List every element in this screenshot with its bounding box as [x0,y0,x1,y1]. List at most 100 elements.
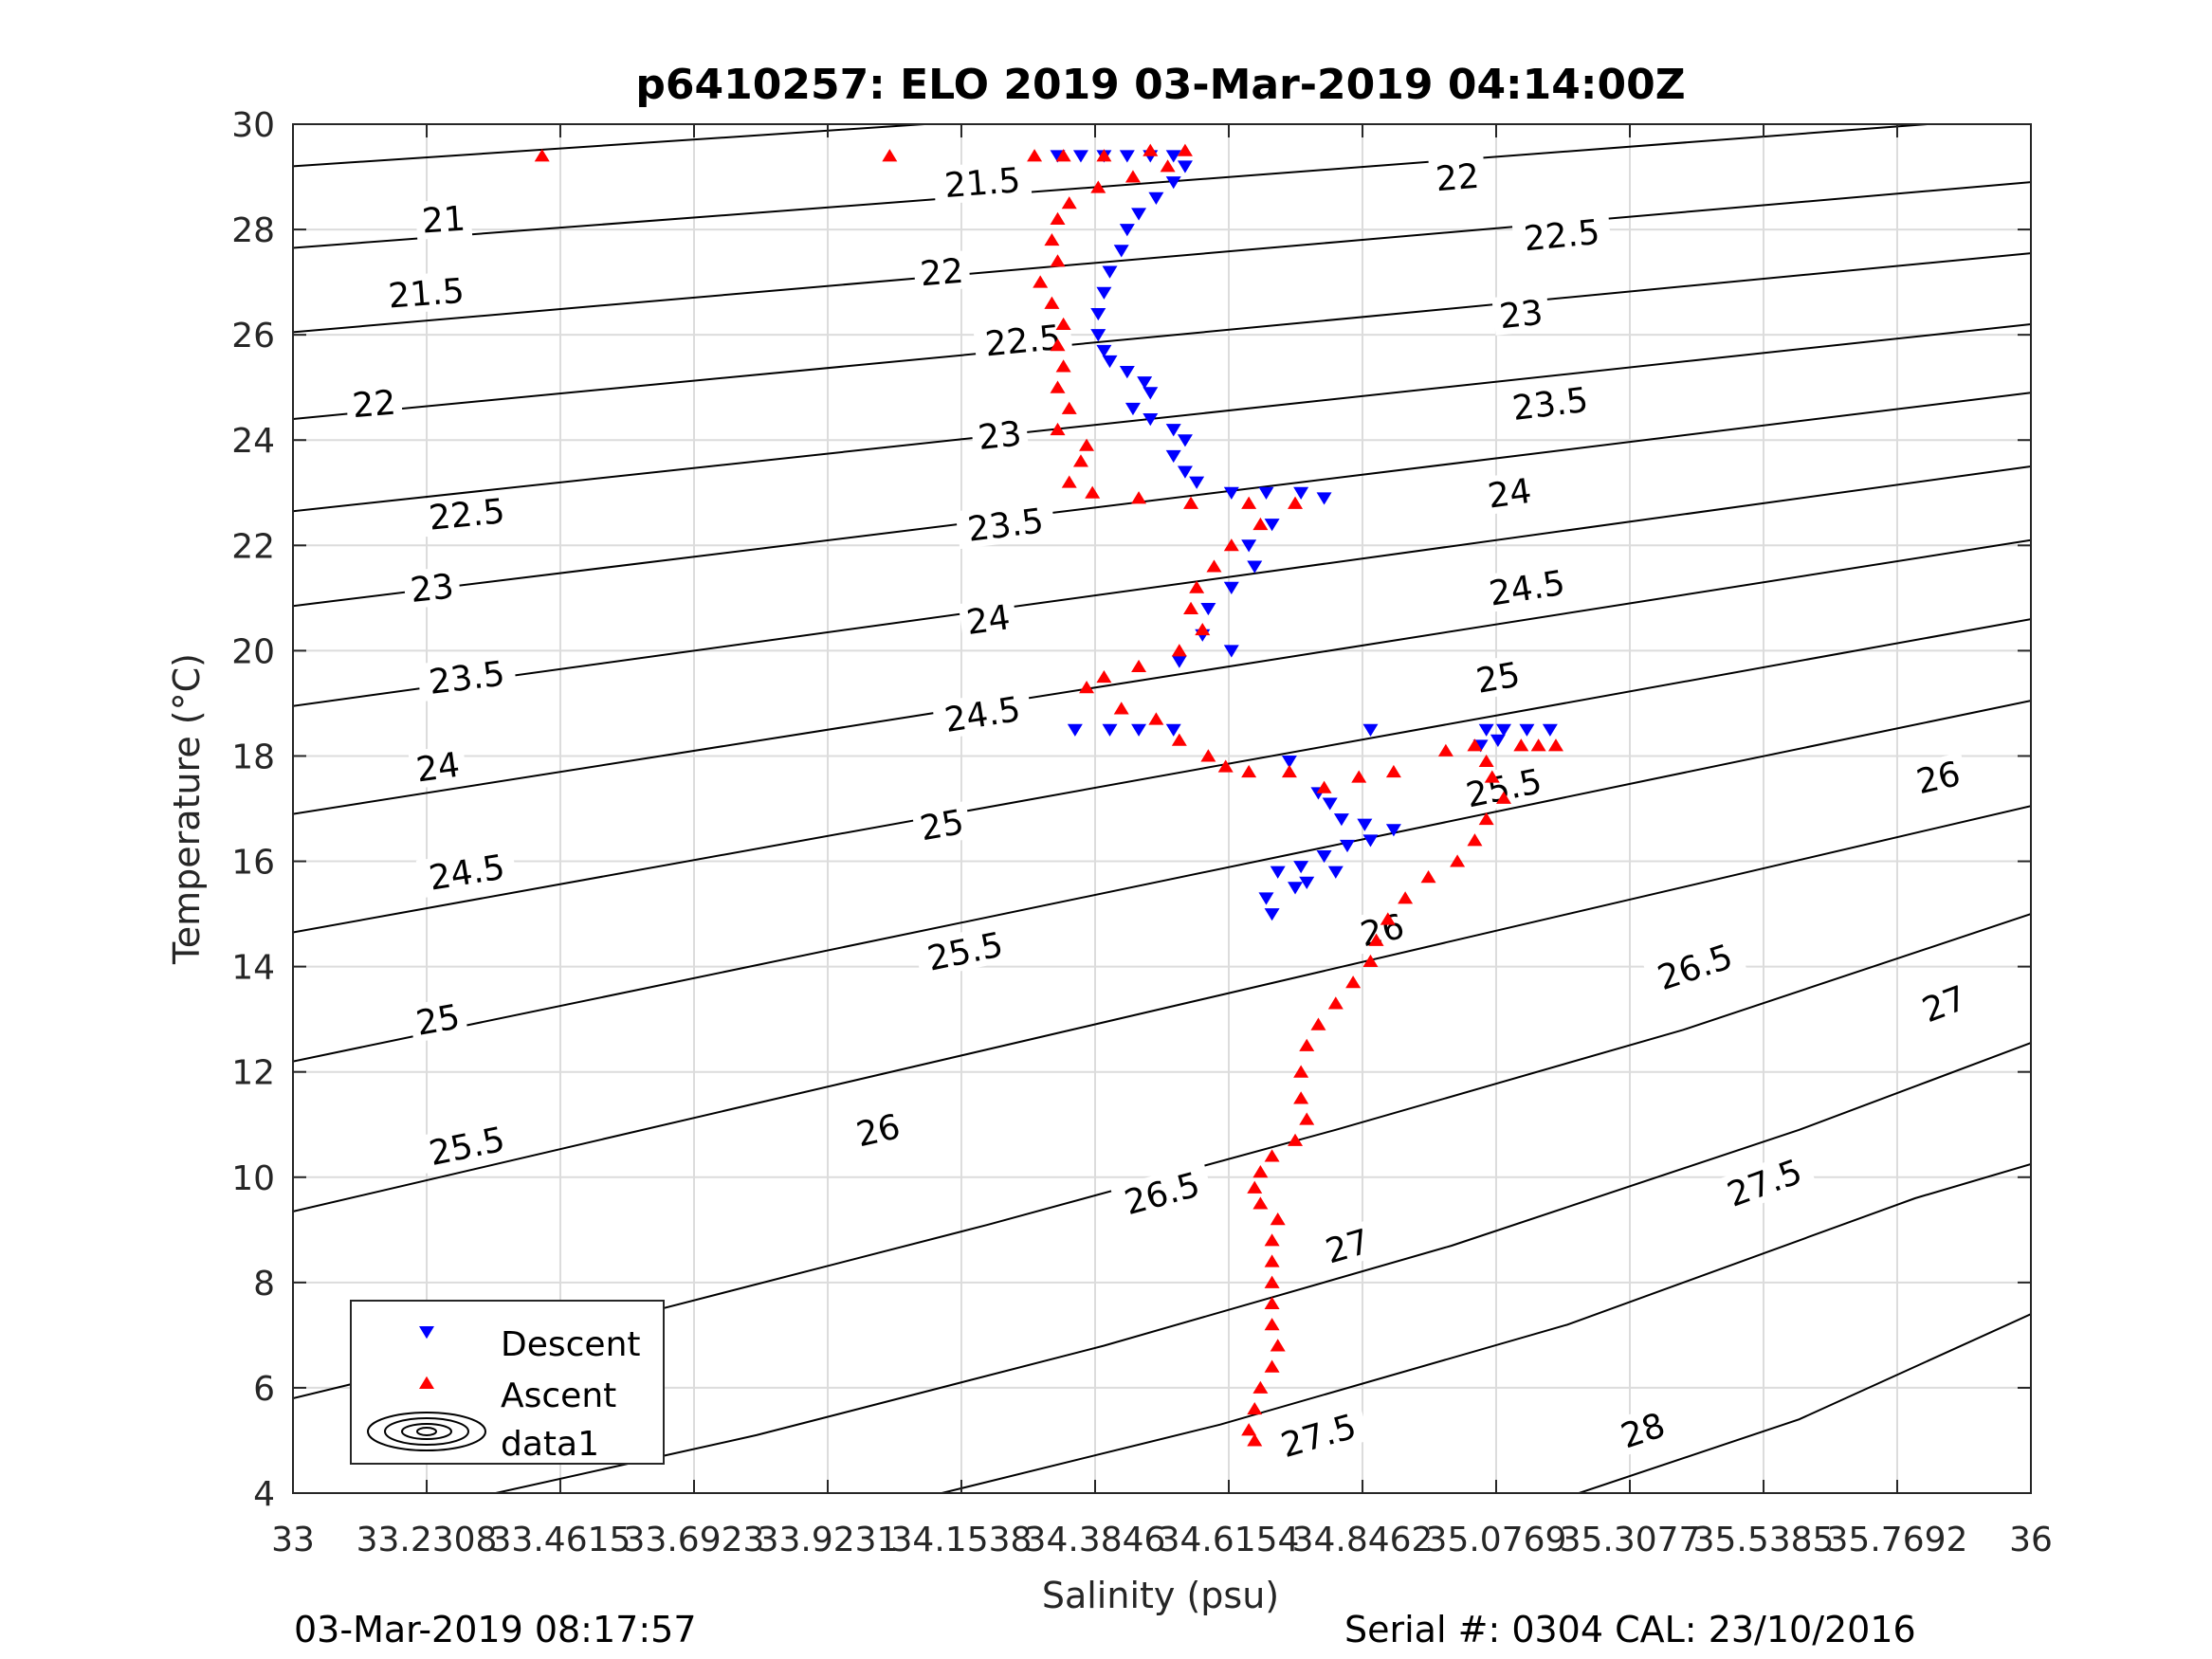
contour-label-mask [415,845,518,899]
point-descent [1362,723,1379,737]
point-ascent [1096,149,1112,162]
point-descent [1281,756,1297,769]
y-tick-label: 30 [231,106,275,145]
point-ascent [882,149,898,162]
point-descent [1165,176,1181,190]
point-ascent [1223,538,1239,552]
contour-line-23 [293,323,2031,513]
contour-label-group: 22 [912,250,971,295]
point-descent [1189,476,1205,489]
contour-label: 23.5 [965,501,1046,549]
point-descent [1316,849,1332,864]
x-tick-label: 33.6923 [624,1521,765,1559]
point-ascent [1148,712,1164,725]
contour-label: 25 [917,803,966,848]
point-ascent [1033,275,1049,288]
contour-label-mask [1642,933,1747,1000]
point-ascent [1264,1359,1280,1373]
contour-label: 26 [1357,907,1408,955]
point-ascent [1351,770,1367,783]
point-descent [1096,286,1112,300]
point-ascent [1420,870,1436,884]
contour-label-group: 23 [970,412,1030,458]
point-ascent [1055,359,1071,373]
y-tick-label: 22 [231,527,275,566]
density-contours: 2121.52222.52323.52424.52525.526.521.522… [293,124,2031,1493]
contour-label: 24 [414,746,463,791]
point-ascent [1310,1017,1326,1030]
point-ascent [1478,754,1494,768]
y-tick-label: 24 [231,422,275,461]
contour-label: 22 [919,252,965,295]
point-ascent [1264,1318,1280,1331]
x-tick-label: 35.3077 [1560,1521,1701,1559]
contour-line-24.5 [293,538,2031,815]
contour-label-mask [912,250,971,293]
point-descent [1143,387,1159,400]
point-descent [1490,734,1506,747]
point-descent [1177,160,1193,173]
point-descent [1340,839,1356,853]
point-descent [1200,602,1216,616]
contour-label-mask [1911,975,1977,1031]
point-descent [1333,813,1349,827]
contour-label-mask [1479,470,1540,516]
point-descent [1143,413,1159,427]
y-tick-label: 8 [253,1265,275,1304]
point-ascent [1050,422,1066,436]
point-ascent [1055,317,1071,331]
point-ascent [1247,1433,1263,1447]
footer-serial-cal: Serial #: 0304 CAL: 23/10/2016 [1344,1609,1916,1650]
contour-label-mask [1266,1403,1371,1468]
point-ascent [1293,1065,1309,1078]
y-tick-label: 10 [231,1159,275,1198]
point-ascent [1090,180,1106,193]
point-ascent [1495,791,1511,804]
contour-line-26 [293,805,2031,1212]
contour-label-group: 22.5 [1511,210,1612,259]
contour-label-mask [1712,1148,1817,1217]
point-descent [1542,723,1558,737]
point-descent [1223,486,1239,500]
point-ascent [1327,996,1344,1010]
contour-label-mask [1907,752,1969,802]
point-descent [1223,581,1239,594]
point-ascent [1183,496,1199,509]
x-tick-label: 34.1538 [891,1521,1033,1559]
contour-line-22 [293,181,2031,334]
contour-label-mask [931,687,1033,740]
point-ascent [1247,1401,1263,1415]
point-descent [1264,908,1280,921]
contour-line-21.5 [293,124,1940,249]
legend-label-descent: Descent [501,1325,641,1364]
point-ascent [1241,496,1257,509]
x-tick-label: 35.0769 [1426,1521,1567,1559]
contour-label-mask [408,743,468,790]
point-ascent [1264,1233,1280,1247]
contour-label: 23 [409,567,456,611]
contour-label-group: 26 [1350,904,1414,955]
point-ascent [1270,1339,1286,1352]
point-descent [1113,245,1129,258]
point-ascent [1288,1133,1304,1146]
contour-label-group: 25 [1467,653,1528,702]
contour-line-21 [293,124,940,168]
contour-label: 23.5 [1510,381,1591,428]
point-descent [1241,539,1257,553]
axes-background [293,124,2031,1493]
axes-box [292,123,2032,1494]
point-ascent [1044,232,1060,246]
point-ascent [1484,770,1500,783]
point-ascent [1195,622,1211,636]
contour-label-group: 25 [407,995,468,1044]
contour-label-mask [1499,378,1600,428]
contour-label-group: 21.5 [376,269,476,317]
contour-label-group: 24 [1479,470,1540,517]
point-descent [1119,366,1135,379]
point-ascent [1096,669,1112,684]
y-tick-label: 20 [231,632,275,671]
contour-label-mask [970,412,1030,457]
contour-label-mask [911,800,973,848]
legend-contour-icon [416,1427,437,1436]
